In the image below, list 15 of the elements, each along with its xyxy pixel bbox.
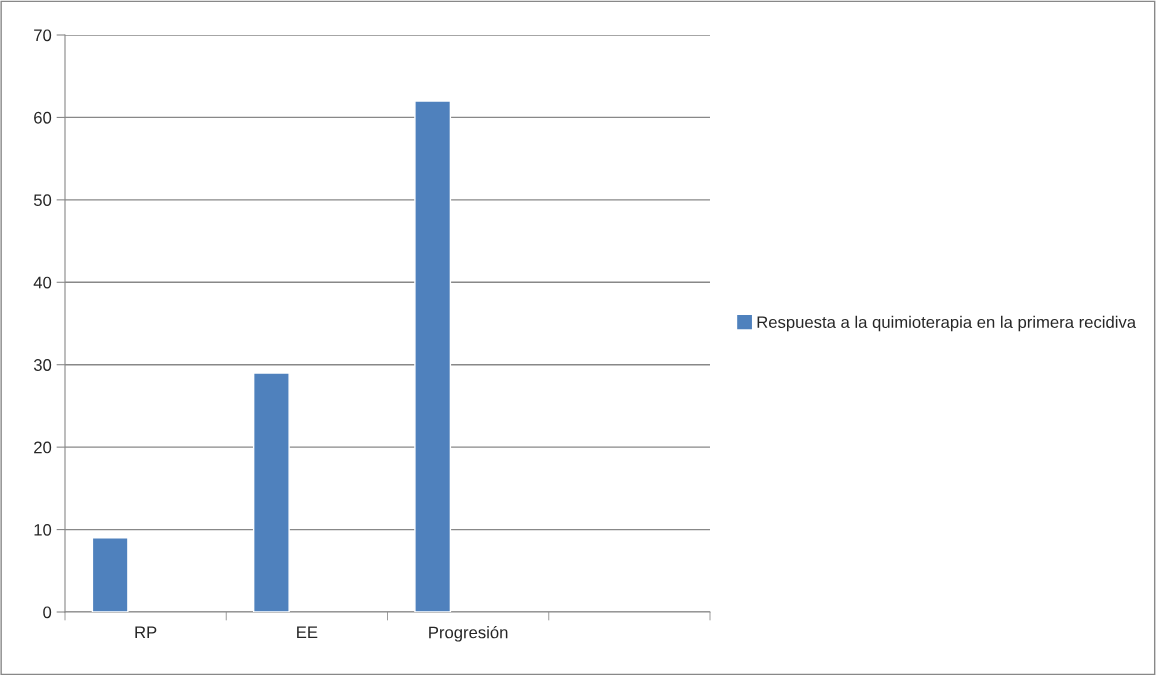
bar <box>252 372 290 612</box>
bar <box>414 100 452 612</box>
x-tick-label: RP <box>135 626 157 638</box>
y-tick-label: 20 <box>34 441 52 454</box>
bar <box>91 537 129 612</box>
y-tick-label: 40 <box>33 276 52 289</box>
legend-label: Respuesta a la quimioterapia en la primera recidiva <box>757 315 1137 332</box>
y-tick-label: 50 <box>33 194 52 207</box>
y-tick-label: 60 <box>34 111 52 124</box>
x-tick-label: EE <box>297 626 318 638</box>
y-tick-label: 0 <box>43 606 52 619</box>
x-tick-label: Progresión <box>429 625 508 642</box>
y-tick-label: 10 <box>34 523 52 536</box>
y-tick-label: 70 <box>34 29 52 42</box>
y-tick-label: 30 <box>33 359 52 371</box>
